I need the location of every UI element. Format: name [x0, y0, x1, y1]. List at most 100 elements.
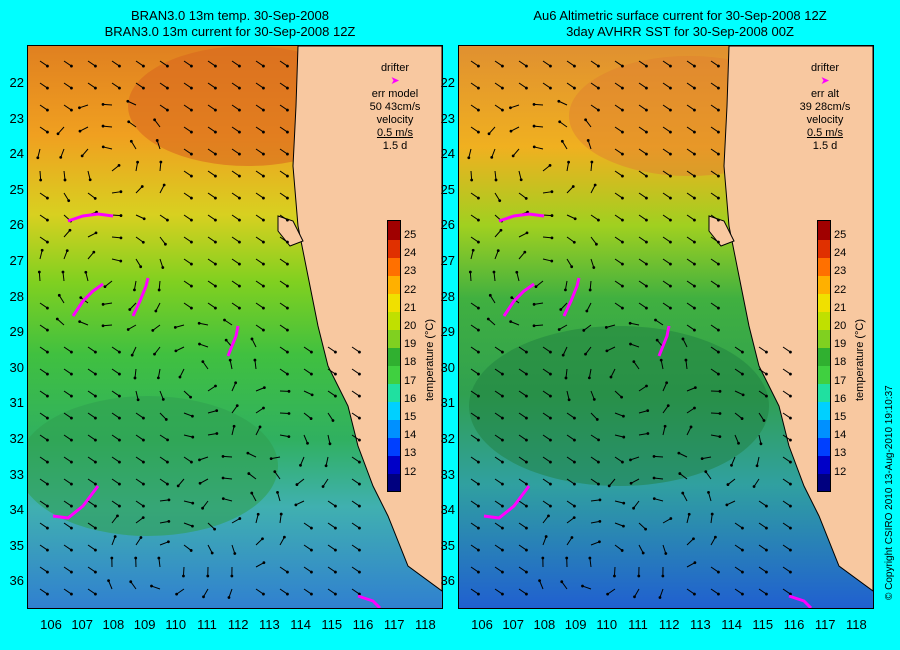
current-arrow [589, 280, 592, 291]
current-arrow [638, 236, 647, 243]
current-arrowhead [46, 592, 49, 596]
current-arrowhead [238, 86, 241, 90]
drifter-track [71, 282, 104, 317]
current-arrowhead [789, 460, 792, 464]
current-arrow [327, 434, 331, 444]
current-arrowhead [525, 438, 528, 442]
current-arrow [488, 126, 496, 135]
current-arrow [279, 324, 288, 331]
current-arrowhead [286, 306, 289, 310]
current-arrowhead [549, 64, 552, 68]
current-arrow [542, 191, 552, 194]
drifter-track [226, 325, 240, 357]
current-arrowhead [134, 556, 138, 560]
current-arrowhead [510, 296, 514, 300]
current-arrowhead [570, 265, 574, 269]
current-arrow [566, 162, 570, 172]
current-arrowhead [206, 574, 210, 578]
current-arrowhead [477, 218, 480, 222]
current-arrowhead [597, 438, 600, 442]
current-arrowhead [707, 490, 710, 494]
current-arrowhead [198, 481, 202, 485]
current-arrow [734, 566, 743, 573]
current-arrow [351, 434, 360, 441]
current-arrow [87, 390, 96, 397]
lat-tick-label: 31 [440, 395, 455, 411]
current-arrowhead [525, 482, 528, 486]
current-arrow [494, 522, 503, 529]
lon-tick-label: 108 [102, 617, 125, 632]
current-arrow [87, 412, 96, 419]
current-arrow [63, 368, 72, 375]
current-arrow [231, 192, 240, 199]
current-arrow [758, 588, 767, 595]
current-arrowhead [525, 548, 528, 552]
lon-tick-label: 106 [40, 617, 62, 632]
lat-tick-label: 36 [9, 573, 24, 589]
current-arrowhead [94, 460, 97, 464]
duration-value: 1.5 d [382, 140, 408, 152]
current-arrowhead [693, 592, 696, 596]
current-arrowhead [273, 470, 277, 474]
current-arrow [566, 186, 574, 194]
current-arrow [638, 60, 647, 67]
current-arrowhead [190, 152, 193, 156]
current-arrow [470, 126, 479, 133]
current-arrowhead [477, 394, 480, 398]
velocity-label: velocity [376, 114, 414, 126]
current-arrow [660, 360, 664, 370]
current-arrow [111, 478, 120, 485]
current-arrow [39, 500, 48, 507]
current-arrowhead [511, 154, 515, 158]
current-arrow [686, 514, 690, 524]
current-arrowhead [118, 482, 121, 486]
current-arrowhead [470, 178, 474, 182]
current-arrowhead [565, 556, 569, 560]
current-arrowhead [717, 240, 720, 244]
current-arrowhead [525, 570, 528, 574]
lat-tick-label: 23 [440, 110, 455, 126]
current-arrow [590, 258, 595, 268]
current-arrowhead [279, 512, 283, 516]
current-arrow [207, 302, 216, 309]
current-arrow [277, 492, 281, 502]
current-arrowhead [238, 240, 241, 244]
right-map-svg [459, 46, 873, 608]
current-arrow [633, 361, 640, 370]
current-arrowhead [621, 86, 624, 90]
current-arrowhead [586, 139, 590, 142]
current-arrowhead [765, 372, 768, 376]
current-arrowhead [598, 540, 601, 544]
current-arrowhead [765, 526, 768, 530]
lat-tick-label: 32 [9, 431, 24, 446]
current-arrow [630, 322, 640, 326]
current-arrow [183, 302, 192, 309]
current-arrowhead [558, 120, 562, 124]
current-arrowhead [621, 152, 624, 156]
current-arrow [207, 126, 216, 133]
current-arrow [63, 250, 68, 260]
current-arrow [510, 104, 520, 109]
current-arrow [103, 302, 113, 305]
current-arrowhead [646, 432, 650, 435]
current-arrow [662, 258, 671, 265]
current-arrow [271, 456, 281, 460]
current-arrowhead [549, 394, 552, 398]
current-arrowhead [101, 103, 105, 106]
current-arrowhead [262, 240, 265, 244]
colorbar-segment [388, 257, 400, 276]
current-arrow [63, 522, 72, 529]
current-arrow [159, 82, 168, 89]
current-arrow [39, 412, 48, 419]
current-arrowhead [93, 196, 97, 200]
current-arrowhead [68, 228, 72, 232]
current-arrowhead [693, 561, 697, 565]
current-arrow [731, 456, 736, 466]
current-arrow [638, 280, 647, 287]
current-arrowhead [70, 526, 73, 530]
current-arrowhead [525, 504, 528, 508]
err-value: 50 43cm/s [369, 101, 421, 113]
current-arrowhead [669, 262, 672, 266]
current-arrowhead [70, 416, 73, 420]
current-arrowhead [286, 174, 289, 178]
